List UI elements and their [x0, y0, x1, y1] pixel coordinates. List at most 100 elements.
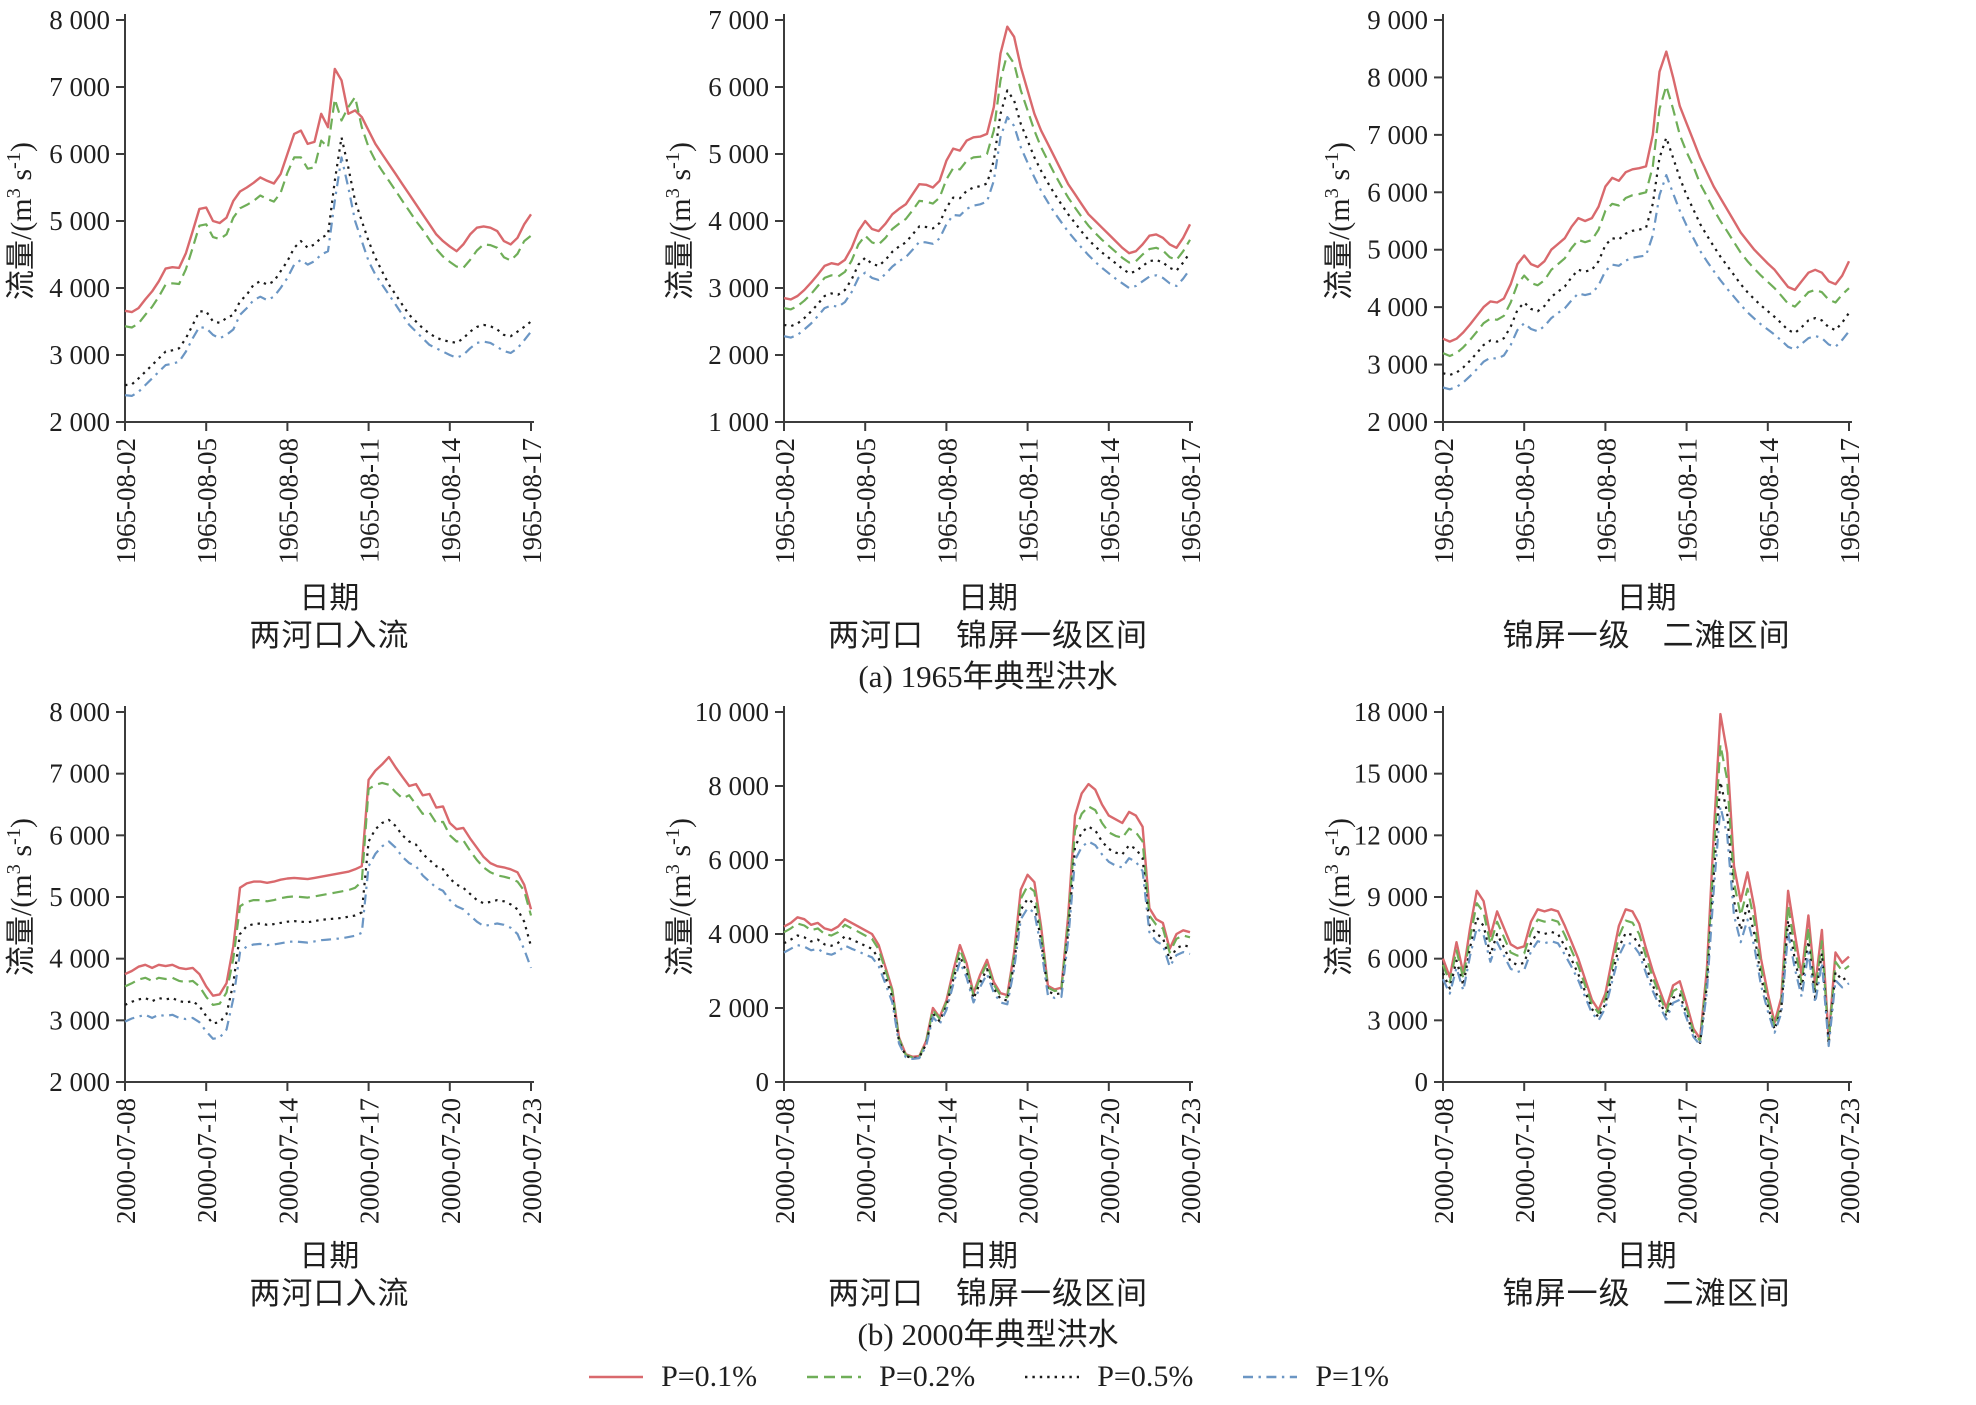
y-tick-label: 5 000	[1367, 235, 1428, 265]
series-line	[124, 818, 533, 1025]
y-tick-label: 9 000	[1367, 882, 1428, 912]
panel-b-row: 2 000 3 000 4 000 5 000 6 000 7 000 8 000 2000-…	[0, 700, 1976, 1314]
x-tick-label: 2000-07-11	[851, 1098, 881, 1223]
y-tick-label: 2 000	[708, 340, 769, 370]
series-line	[1442, 136, 1850, 376]
y-axis-title: 流量/(m3 s-1)	[662, 818, 697, 976]
y-tick-label: 0	[756, 1067, 770, 1097]
x-tick-label: 1965-08-14	[436, 438, 466, 564]
chart-subtitle: 两河口 锦屏一级区间	[828, 1276, 1148, 1311]
y-tick-label: 2 000	[50, 407, 111, 437]
x-tick-label: 2000-07-14	[1591, 1098, 1621, 1224]
y-tick-label: 8 000	[50, 5, 111, 35]
y-tick-label: 7 000	[1367, 120, 1428, 150]
y-tick-label: 6 000	[50, 820, 111, 850]
y-tick-label: 7 000	[50, 759, 111, 789]
series-line	[783, 89, 1191, 328]
y-tick-label: 8 000	[1367, 62, 1428, 92]
x-tick-label: 2000-07-08	[1429, 1098, 1459, 1224]
chart-canvas-lianghekou-inflow-2000: 2 000 3 000 4 000 5 000 6 000 7 000 8 000 2000-…	[3, 700, 547, 1224]
y-tick-label: 2 000	[50, 1067, 111, 1097]
x-axis-title: 日期	[1616, 1240, 1677, 1273]
chart-cell-lianghekou-inflow-1965: 2 000 3 000 4 000 5 000 6 000 7 000 8 000 1965-…	[0, 4, 659, 656]
x-axis-title: 日期	[299, 1240, 360, 1273]
x-tick-label: 2000-07-08	[770, 1098, 800, 1224]
x-tick-label: 2000-07-11	[1510, 1098, 1540, 1223]
x-tick-label: 1965-08-08	[932, 438, 962, 564]
x-tick-label: 1965-08-05	[1510, 438, 1540, 564]
y-tick-label: 3 000	[50, 340, 111, 370]
legend-item: P=0.1%	[587, 1360, 757, 1394]
series-line	[1441, 780, 1850, 1046]
y-axis-title: 流量/(m3 s-1)	[3, 818, 38, 976]
x-tick-label: 1965-08-17	[517, 438, 547, 564]
x-tick-label: 1965-08-02	[111, 438, 141, 564]
chart-subtitle: 锦屏一级 二滩区间	[1502, 1276, 1791, 1311]
y-tick-label: 12 000	[1353, 820, 1427, 850]
y-tick-label: 0	[1414, 1067, 1428, 1097]
panel-a-row: 2 000 3 000 4 000 5 000 6 000 7 000 8 000 1965-…	[0, 4, 1976, 656]
x-tick-label: 2000-07-17	[355, 1098, 385, 1224]
x-tick-label: 2000-07-23	[517, 1098, 547, 1224]
series-line	[125, 67, 533, 314]
chart-cell-jinping-ertan-1965: 2 000 3 000 4 000 5 000 6 000 7 000 8 000 9 000…	[1317, 4, 1976, 656]
y-tick-label: 8 000	[708, 771, 769, 801]
y-tick-label: 4 000	[50, 273, 111, 303]
chart-subtitle: 两河口入流	[249, 1276, 410, 1311]
y-tick-label: 4 000	[708, 206, 769, 236]
y-tick-label: 15 000	[1353, 759, 1427, 789]
series-line	[783, 52, 1191, 311]
series-line	[1442, 174, 1850, 391]
y-axis-title: 流量/(m3 s-1)	[3, 142, 38, 300]
series-line	[783, 825, 1191, 1060]
x-tick-label: 1965-08-14	[1753, 438, 1783, 564]
legend-label: P=0.1%	[661, 1360, 758, 1393]
x-tick-label: 1965-08-08	[1591, 438, 1621, 564]
y-tick-label: 6 000	[708, 72, 769, 102]
y-tick-label: 4 000	[50, 944, 111, 974]
y-tick-label: 4 000	[708, 919, 769, 949]
x-tick-label: 1965-08-08	[274, 438, 304, 564]
y-tick-label: 1 000	[708, 407, 769, 437]
series-line	[1442, 84, 1850, 358]
x-tick-label: 2000-07-20	[436, 1098, 466, 1224]
series-line	[783, 840, 1191, 1060]
legend-line-sample	[1025, 1375, 1080, 1379]
chart-cell-lianghekou-inflow-2000: 2 000 3 000 4 000 5 000 6 000 7 000 8 000 2000-…	[0, 700, 659, 1314]
x-tick-label: 1965-08-11	[1014, 438, 1044, 563]
series-line	[783, 115, 1191, 339]
x-tick-label: 1965-08-02	[770, 438, 800, 564]
x-tick-label: 2000-07-14	[932, 1098, 962, 1224]
x-tick-label: 1965-08-17	[1835, 438, 1865, 564]
y-tick-label: 6 000	[1367, 944, 1428, 974]
chart-subtitle: 两河口入流	[249, 618, 410, 653]
series-line	[783, 25, 1192, 301]
series-line	[1442, 50, 1850, 343]
x-tick-label: 2000-07-23	[1835, 1098, 1865, 1224]
y-tick-label: 5 000	[50, 206, 111, 236]
series-line	[124, 781, 533, 1006]
x-tick-label: 1965-08-11	[355, 438, 385, 563]
y-tick-label: 3 000	[708, 273, 769, 303]
chart-canvas-lianghekou-jinping-1965: 1 000 2 000 3 000 4 000 5 000 6 000 7 000 1965-…	[662, 5, 1206, 564]
chart-cell-lianghekou-jinping-1965: 1 000 2 000 3 000 4 000 5 000 6 000 7 000 1965-…	[659, 4, 1318, 656]
series-line	[125, 95, 533, 329]
y-tick-label: 6 000	[1367, 177, 1428, 207]
series-line	[124, 755, 533, 997]
chart-cell-lianghekou-jinping-2000: 0 2 000 4 000 6 000 8 000 10 000 2000-07-08 200…	[659, 700, 1318, 1314]
x-tick-label: 2000-07-14	[274, 1098, 304, 1224]
x-tick-label: 2000-07-17	[1672, 1098, 1702, 1224]
legend-item: P=0.5%	[1023, 1360, 1193, 1394]
y-tick-label: 9 000	[1367, 5, 1428, 35]
y-tick-label: 2 000	[1367, 407, 1428, 437]
legend: P=0.1% P=0.2% P=0.5% P=1%	[0, 1360, 1976, 1394]
y-tick-label: 5 000	[50, 882, 111, 912]
chart-canvas-lianghekou-jinping-2000: 0 2 000 4 000 6 000 8 000 10 000 2000-07-08 200…	[662, 700, 1206, 1224]
y-tick-label: 3 000	[50, 1005, 111, 1035]
x-tick-label: 1965-08-05	[193, 438, 223, 564]
y-tick-label: 3 000	[1367, 1005, 1428, 1035]
y-tick-label: 7 000	[50, 72, 111, 102]
x-axis-title: 日期	[958, 582, 1018, 615]
x-tick-label: 1965-08-02	[1429, 438, 1459, 564]
y-tick-label: 6 000	[708, 845, 769, 875]
